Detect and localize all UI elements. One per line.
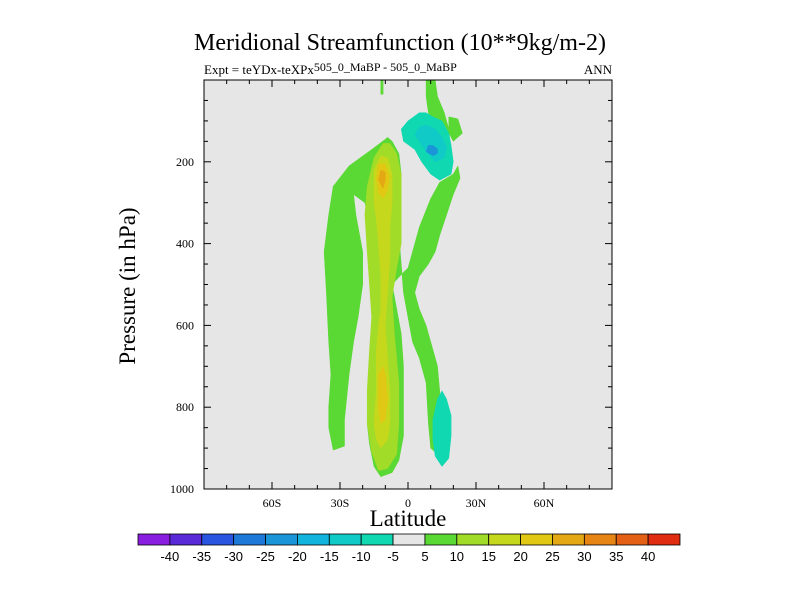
chart-title: Meridional Streamfunction (10**9kg/m-2) [194, 30, 606, 56]
colorbar-swatch [392, 533, 426, 546]
colorbar-swatch [233, 533, 266, 546]
colorbar-label: 15 [481, 549, 495, 564]
colorbar-label: 30 [577, 549, 591, 564]
colorbar-swatch [265, 533, 298, 546]
colorbar-swatch [137, 533, 171, 546]
colorbar-label: -10 [352, 549, 371, 564]
colorbar-swatch [424, 533, 458, 546]
colorbar-swatch [647, 533, 681, 546]
colorbar-swatch [201, 533, 235, 546]
colorbar-swatch [297, 533, 330, 546]
colorbar-swatch [488, 533, 521, 546]
contour-positive-top-sliver [380, 79, 384, 95]
x-tick-label: 60S [263, 496, 282, 510]
contour-regions [323, 79, 463, 478]
colorbar-label: 20 [513, 549, 527, 564]
contour-positive-right-bar-top [448, 116, 463, 142]
colorbar-label: -5 [387, 549, 399, 564]
experiment-name: Expt = teYDx-teXPx [204, 62, 314, 77]
y-tick-label: 600 [176, 318, 194, 332]
contour-positive-core-20-25-lower [378, 365, 388, 425]
experiment-subtitle: Expt = teYDx-teXPx505_0_MaBP - 505_0_MaB… [204, 60, 457, 78]
colorbar-label: -25 [256, 549, 275, 564]
contour-positive-core-25-35 [378, 169, 386, 190]
x-tick-label: 30S [331, 496, 350, 510]
colorbar-label: -35 [192, 549, 211, 564]
x-axis-title: Latitude [369, 506, 447, 531]
colorbar-label: -30 [224, 549, 243, 564]
season-label: ANN [583, 62, 612, 77]
y-tick-label: 1000 [170, 482, 194, 496]
colorbar-swatch [360, 533, 394, 546]
x-tick-label: 60N [534, 496, 555, 510]
colorbar-label: 40 [641, 549, 655, 564]
colorbar-label: -20 [288, 549, 307, 564]
contour-negative-upper-cell-center [425, 145, 438, 156]
colorbar-swatch [169, 533, 203, 546]
colorbar-swatch [520, 533, 553, 546]
axis-ticks: 60S 30S 0 30N 60N 200 400 600 800 1000 [170, 79, 613, 510]
y-axis-title-text: Pressure (in hPa) [115, 207, 140, 365]
colorbar-label: 10 [450, 549, 464, 564]
colorbar-label: 35 [609, 549, 623, 564]
colorbar: -40 -35 -30 -25 -20 -15 -10 -5 5 10 15 20 25 30 35 40 [137, 533, 681, 564]
y-tick-label: 800 [176, 400, 194, 414]
colorbar-label: -40 [160, 549, 179, 564]
colorbar-label: -15 [320, 549, 339, 564]
contour-negative-upper-cell-core [414, 124, 447, 163]
colorbar-swatch [552, 533, 585, 546]
x-tick-label: 0 [405, 496, 411, 510]
y-tick-label: 400 [176, 237, 194, 251]
experiment-period: 505_0_MaBP - 505_0_MaBP [313, 60, 457, 74]
colorbar-swatch [328, 533, 362, 546]
colorbar-label: 25 [545, 549, 559, 564]
colorbar-swatch [583, 533, 617, 546]
colorbar-label: 5 [421, 549, 428, 564]
colorbar-swatch [615, 533, 649, 546]
colorbar-swatch [456, 533, 490, 546]
y-tick-label: 200 [176, 155, 194, 169]
contour-negative-lower-cell [432, 390, 452, 467]
x-tick-label: 30N [466, 496, 487, 510]
